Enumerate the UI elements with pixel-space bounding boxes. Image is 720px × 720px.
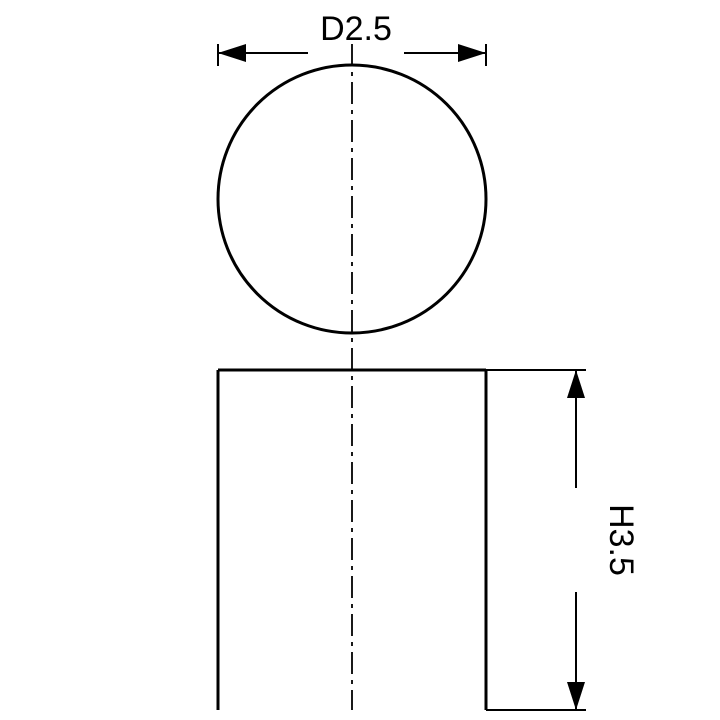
dim-d-arrow-left-icon [218,44,246,62]
dim-h-label: H3.5 [602,504,640,576]
technical-drawing: D2.5 H3.5 [0,0,720,720]
dim-d-arrow-right-icon [458,44,486,62]
dim-h-arrow-up-icon [567,370,585,398]
dim-h-arrow-down-icon [567,682,585,710]
dim-d-label: D2.5 [320,10,392,48]
